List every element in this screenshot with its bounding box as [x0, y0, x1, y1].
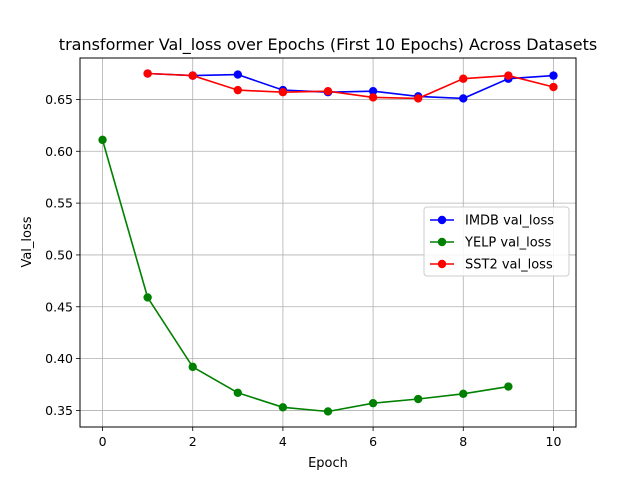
data-point: [504, 382, 513, 391]
data-point: [413, 394, 423, 404]
data-point: [459, 389, 468, 399]
x-axis-label: Epoch: [308, 456, 348, 471]
y-tick-label: 0.65: [45, 92, 73, 107]
legend-marker: [437, 259, 447, 269]
data-point: [504, 71, 513, 80]
series-line-2: [147, 72, 554, 100]
data-point: [323, 86, 333, 96]
y-tick-label: 0.35: [45, 403, 73, 418]
legend-marker: [437, 215, 447, 225]
y-axis-label: Val_loss: [20, 216, 35, 267]
plot-frame: [79, 57, 577, 428]
y-tick-label: 0.40: [45, 351, 73, 366]
x-tick-label: 8: [459, 434, 467, 449]
legend-label: IMDB val_loss: [465, 214, 554, 229]
series-line-1: [101, 139, 509, 413]
series-layer: [98, 69, 558, 416]
data-point: [188, 362, 197, 372]
x-tick-label: 4: [279, 434, 287, 449]
data-point: [143, 293, 152, 302]
data-point: [549, 82, 558, 92]
x-tick-label: 2: [189, 434, 197, 449]
data-point: [368, 86, 378, 96]
data-point: [549, 71, 558, 80]
legend-marker: [437, 237, 447, 247]
data-point: [459, 74, 468, 83]
data-point: [143, 69, 152, 78]
data-point: [98, 135, 107, 145]
data-point: [368, 93, 378, 102]
data-point: [459, 94, 468, 103]
series-line-0: [147, 72, 554, 100]
data-point: [233, 70, 243, 79]
x-tick-label: 0: [99, 434, 107, 449]
legend-label: SST2 val_loss: [465, 258, 553, 273]
data-point: [368, 398, 378, 408]
data-point: [278, 403, 288, 412]
x-tick-label: 6: [369, 434, 377, 449]
legend: IMDB val_loss YELP val_loss SST2 val_loss: [423, 206, 570, 277]
y-tick-label: 0.45: [45, 299, 73, 314]
data-point: [413, 94, 423, 103]
axis-ticks: 0 2 4 6 8 10 0.35 0.40 0.45 0.50 0.55 0.60 0.65: [45, 92, 561, 449]
data-point: [188, 71, 197, 80]
y-tick-label: 0.55: [45, 196, 73, 211]
legend-label: YELP val_loss: [464, 236, 551, 251]
data-point: [278, 88, 288, 97]
y-tick-label: 0.60: [45, 144, 73, 159]
data-point: [233, 85, 243, 95]
x-tick-label: 10: [546, 434, 562, 449]
chart-title: transformer Val_loss over Epochs (First …: [59, 35, 597, 55]
legend-box: [423, 206, 570, 277]
data-point: [323, 407, 333, 416]
y-tick-label: 0.50: [45, 247, 73, 262]
data-point: [233, 388, 243, 397]
